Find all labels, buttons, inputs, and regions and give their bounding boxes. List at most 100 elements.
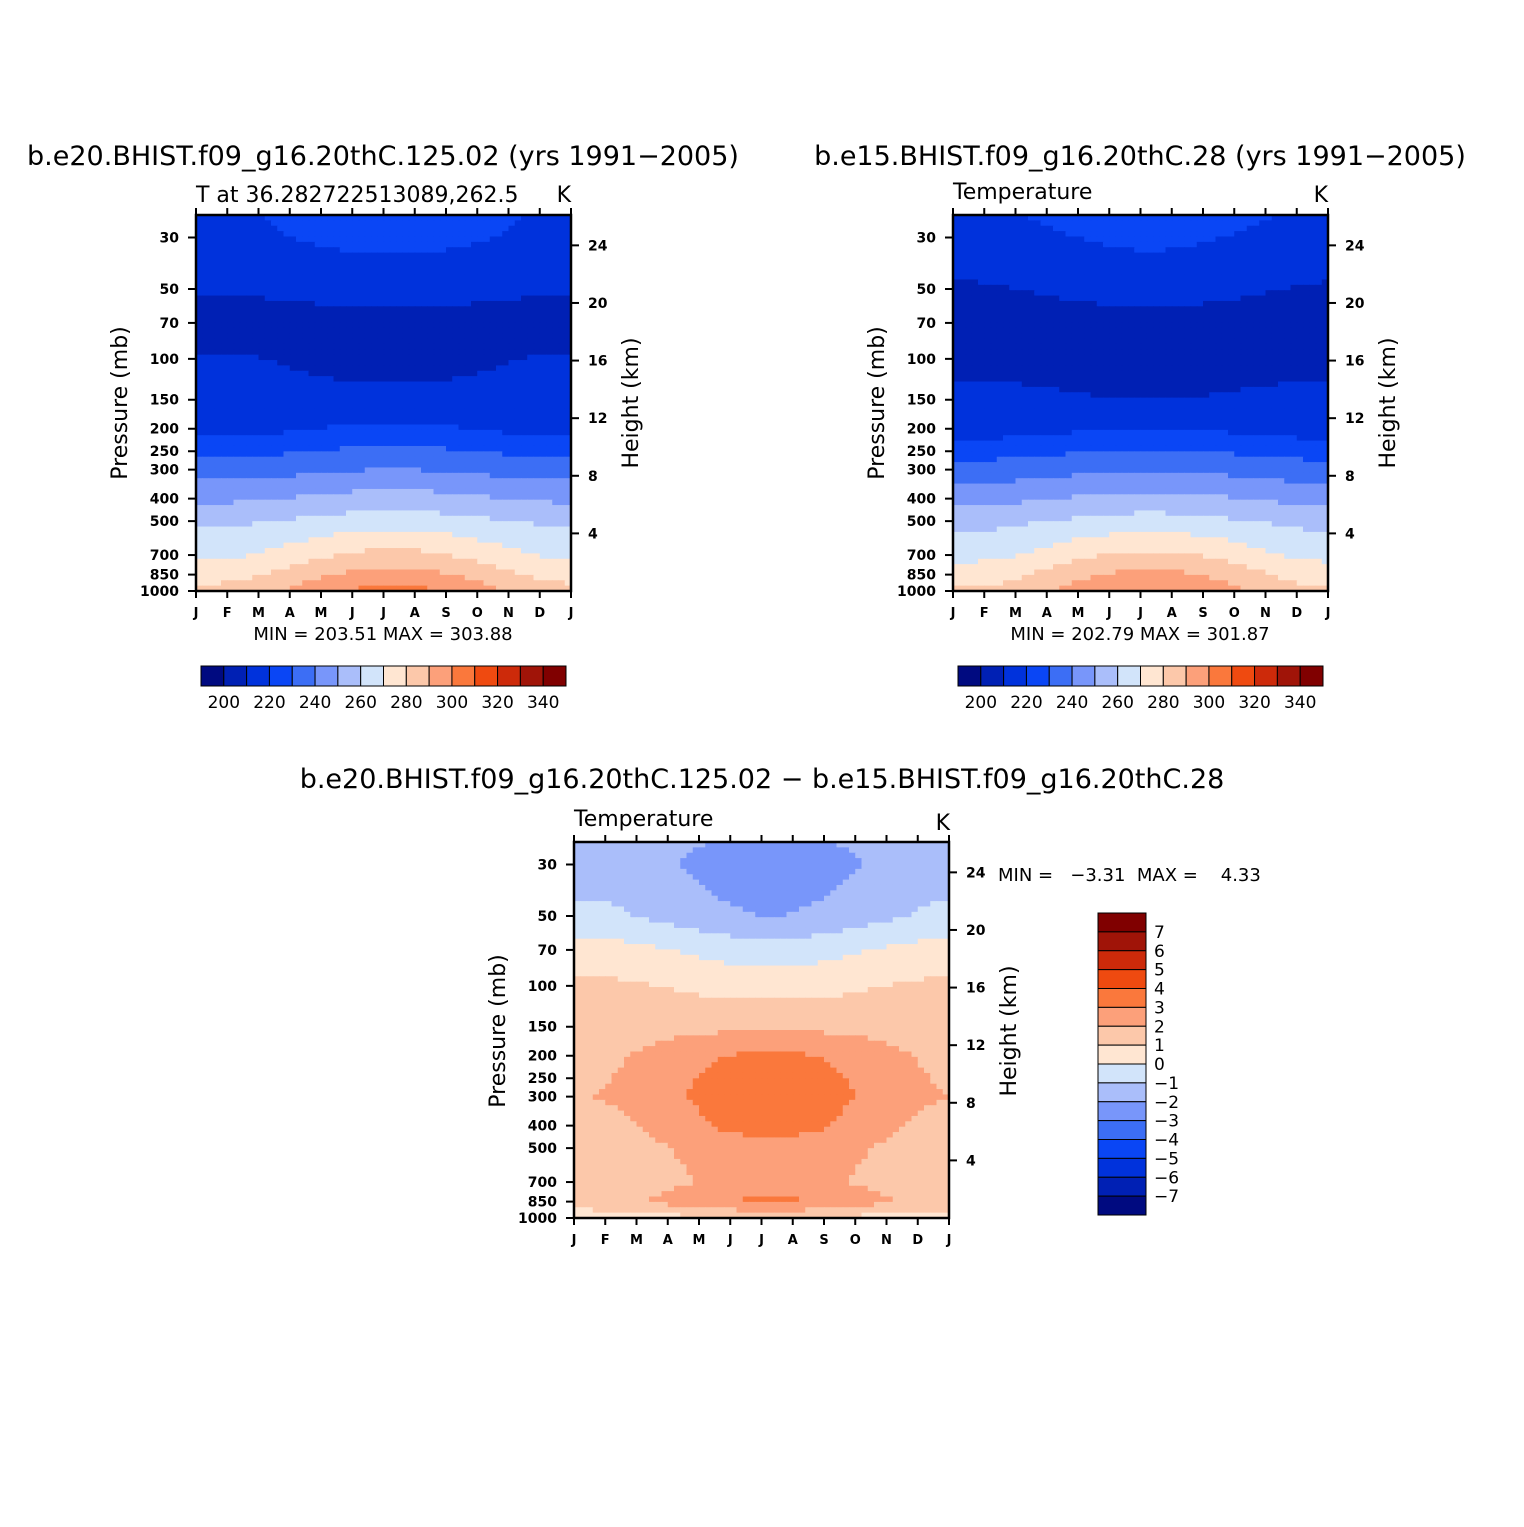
contour-cell [433,300,441,307]
contour-cell [558,397,566,404]
contour-cell [521,456,528,463]
contour-cell [308,252,316,259]
contour-cell [539,435,547,442]
contour-cell [383,472,391,479]
contour-cell [333,526,341,533]
contour-cell [308,381,316,388]
contour-cell [346,580,353,587]
contour-cell [333,585,341,592]
contour-cell [1121,215,1129,221]
contour-cell [489,440,497,447]
contour-cell [1034,252,1042,259]
contour-cell [452,338,460,345]
contour-cell [489,564,497,571]
contour-cell [208,225,216,232]
contour-cell [314,306,322,313]
contour-cell [377,408,385,415]
contour-cell [527,419,535,426]
contour-cell [471,515,478,522]
contour-cell [477,333,485,340]
contour-cell [439,483,447,490]
contour-cell [314,569,322,576]
contour-cell [196,349,203,356]
contour-cell [421,333,428,340]
contour-cell [508,263,516,270]
contour-cell [402,585,410,592]
contour-cell [564,548,572,554]
contour-cell [339,306,347,313]
contour-cell [514,580,522,587]
contour-cell [521,499,528,506]
contour-cell [1028,241,1035,248]
contour-cell [308,225,316,232]
contour-cell [439,451,447,458]
contour-cell [959,225,967,232]
contour-cell [346,257,353,264]
contour-cell [446,499,453,506]
contour-cell [414,505,422,512]
contour-cell [1078,247,1085,254]
contour-cell [558,456,566,463]
contour-cell [1103,220,1110,227]
colorbar-box [291,665,316,687]
colorbar-label: 200 [208,693,240,713]
contour-cell [1009,231,1017,238]
contour-cell [496,526,503,533]
contour-cell [339,429,347,436]
contour-cell [358,365,366,372]
contour-cell [496,274,503,281]
contour-cell [533,295,541,302]
contour-cell [477,483,485,490]
contour-cell [546,542,553,549]
contour-cell [1121,247,1129,254]
contour-cell [221,247,228,254]
contour-cell [321,343,328,350]
contour-cell [564,419,572,426]
contour-cell [214,462,222,469]
contour-cell [408,247,416,254]
contour-cell [514,247,522,254]
contour-cell [539,537,547,544]
contour-cell [427,268,435,275]
contour-cell [252,215,260,221]
contour-cell [1190,257,1198,264]
contour-cell [552,569,560,576]
contour-cell [1253,220,1260,227]
contour-cell [346,392,353,399]
contour-cell [1190,241,1198,248]
contour-cell [527,531,535,538]
contour-cell [1109,215,1117,221]
contour-cell [383,542,391,549]
contour-cell [533,408,541,415]
contour-cell [264,542,272,549]
contour-cell [471,558,478,565]
contour-cell [402,349,410,356]
contour-cell [521,381,528,388]
contour-cell [277,365,285,372]
contour-cell [1109,220,1117,227]
contour-cell [433,381,441,388]
contour-cell [564,322,572,329]
contour-cell [527,526,535,533]
contour-cell [389,569,397,576]
contour-cell [246,585,253,592]
contour-cell [421,354,428,361]
contour-cell [521,548,528,554]
contour-cell [433,478,441,485]
contour-cell [546,338,553,345]
contour-cell [1315,247,1323,254]
contour-cell [246,360,253,366]
contour-cell [1096,257,1104,264]
contour-cell [514,306,522,313]
contour-cell [221,488,228,495]
contour-cell [552,429,560,436]
contour-cell [321,365,328,372]
contour-cell [377,462,385,469]
contour-cell [383,306,391,313]
contour-cell [339,478,347,485]
contour-cell [1221,225,1229,232]
contour-cell [202,521,210,528]
contour-cell [446,408,453,415]
contour-cell [546,456,553,463]
contour-cell [502,553,510,560]
